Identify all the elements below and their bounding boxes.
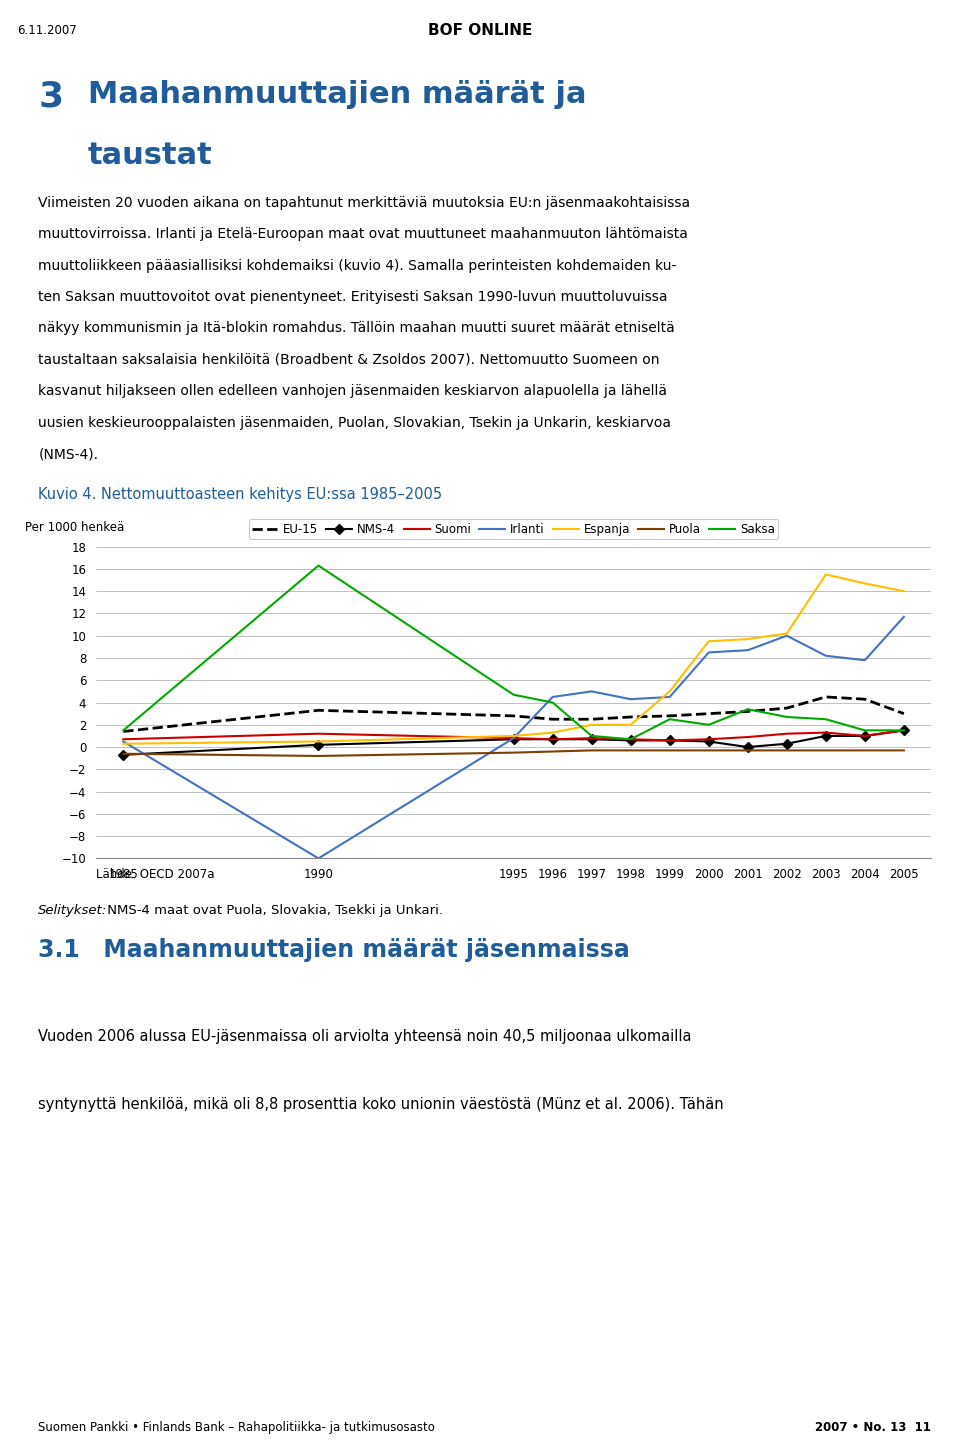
Text: Per 1000 henkeä: Per 1000 henkeä bbox=[25, 521, 124, 534]
Text: 2007 • No. 13  11: 2007 • No. 13 11 bbox=[815, 1421, 931, 1434]
Text: ten Saksan muuttovoitot ovat pienentyneet. Erityisesti Saksan 1990-luvun muuttol: ten Saksan muuttovoitot ovat pienentynee… bbox=[38, 290, 668, 304]
Text: Kuvio 4. Nettomuuttoasteen kehitys EU:ssa 1985–2005: Kuvio 4. Nettomuuttoasteen kehitys EU:ss… bbox=[38, 487, 443, 502]
Text: taustaltaan saksalaisia henkilöitä (Broadbent & Zsoldos 2007). Nettomuutto Suome: taustaltaan saksalaisia henkilöitä (Broa… bbox=[38, 352, 660, 367]
Text: syntynyttä henkilöä, mikä oli 8,8 prosenttia koko unionin väestöstä (Münz et al.: syntynyttä henkilöä, mikä oli 8,8 prosen… bbox=[38, 1098, 724, 1112]
Text: Vuoden 2006 alussa EU-jäsenmaissa oli arviolta yhteensä noin 40,5 miljoonaa ulko: Vuoden 2006 alussa EU-jäsenmaissa oli ar… bbox=[38, 1030, 692, 1044]
Text: näkyy kommunismin ja Itä-blokin romahdus. Tällöin maahan muutti suuret määrät et: näkyy kommunismin ja Itä-blokin romahdus… bbox=[38, 322, 675, 335]
Text: NMS-4 maat ovat Puola, Slovakia, Tsekki ja Unkari.: NMS-4 maat ovat Puola, Slovakia, Tsekki … bbox=[104, 905, 444, 916]
Text: BOF ONLINE: BOF ONLINE bbox=[428, 23, 532, 38]
Text: Lähde: OECD 2007a: Lähde: OECD 2007a bbox=[96, 869, 214, 880]
Text: Viimeisten 20 vuoden aikana on tapahtunut merkittäviä muutoksia EU:n jäsenmaakoh: Viimeisten 20 vuoden aikana on tapahtunu… bbox=[38, 196, 690, 210]
Text: 6.11.2007: 6.11.2007 bbox=[17, 23, 77, 36]
Text: Maahanmuuttajien määrät ja: Maahanmuuttajien määrät ja bbox=[88, 80, 587, 109]
Text: muuttoliikkeen pääasiallisiksi kohdemaiksi (kuvio 4). Samalla perinteisten kohde: muuttoliikkeen pääasiallisiksi kohdemaik… bbox=[38, 258, 677, 273]
Text: (NMS-4).: (NMS-4). bbox=[38, 447, 99, 461]
Text: uusien keskieurooppalaisten jäsenmaiden, Puolan, Slovakian, Tsekin ja Unkarin, k: uusien keskieurooppalaisten jäsenmaiden,… bbox=[38, 416, 671, 429]
Text: Selitykset:: Selitykset: bbox=[38, 905, 108, 916]
Text: taustat: taustat bbox=[88, 141, 213, 170]
Text: 3.1 Maahanmuuttajien määrät jäsenmaissa: 3.1 Maahanmuuttajien määrät jäsenmaissa bbox=[38, 938, 630, 963]
Text: kasvanut hiljakseen ollen edelleen vanhojen jäsenmaiden keskiarvon alapuolella j: kasvanut hiljakseen ollen edelleen vanho… bbox=[38, 384, 667, 399]
Text: Suomen Pankki • Finlands Bank – Rahapolitiikka- ja tutkimusosasto: Suomen Pankki • Finlands Bank – Rahapoli… bbox=[38, 1421, 435, 1434]
Text: 3: 3 bbox=[38, 80, 63, 113]
Legend: EU-15, NMS-4, Suomi, Irlanti, Espanja, Puola, Saksa: EU-15, NMS-4, Suomi, Irlanti, Espanja, P… bbox=[249, 519, 779, 539]
Text: muuttovirroissa. Irlanti ja Etelä-Euroopan maat ovat muuttuneet maahanmuuton läh: muuttovirroissa. Irlanti ja Etelä-Euroop… bbox=[38, 228, 688, 241]
